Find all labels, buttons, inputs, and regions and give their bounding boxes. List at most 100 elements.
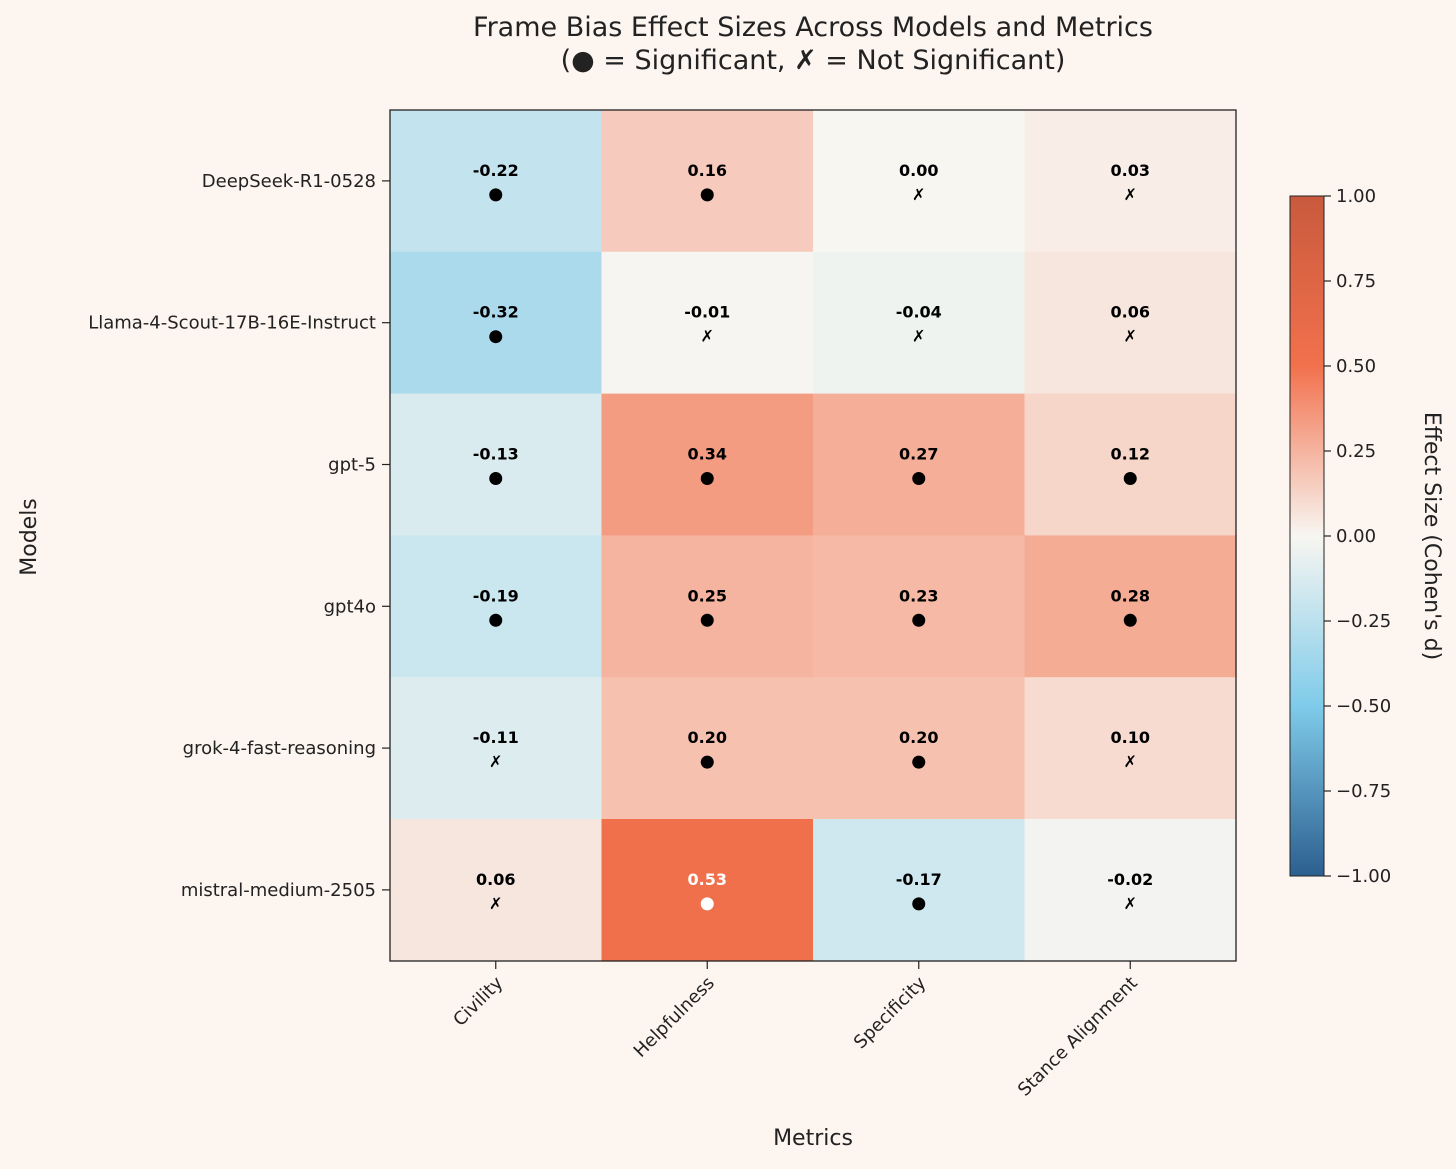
cell-value-label: -0.32 xyxy=(473,303,519,322)
heatmap-cell xyxy=(390,251,603,395)
plot-frame xyxy=(389,109,1237,962)
significant-marker xyxy=(700,188,714,202)
cell-value-label: -0.22 xyxy=(473,161,519,180)
significant-marker xyxy=(489,472,503,485)
cell-value-label: 0.53 xyxy=(688,870,727,889)
heatmap-cell xyxy=(1024,677,1237,820)
cell-value-label: 0.28 xyxy=(1111,586,1150,605)
x-tick-label: Stance Alignment xyxy=(1014,973,1142,1101)
colorbar-tick-label: −1.00 xyxy=(1336,866,1391,887)
colorbar-tick-label: −0.75 xyxy=(1336,781,1391,802)
heatmap-cell xyxy=(601,393,814,536)
heatmap-cell xyxy=(601,110,814,253)
colorbar-tick-label: −0.50 xyxy=(1336,696,1391,717)
significant-marker xyxy=(700,897,714,911)
significant-marker xyxy=(912,755,926,769)
heatmap-cell xyxy=(601,535,814,678)
cell-value-label: 0.06 xyxy=(1111,303,1150,322)
significant-marker xyxy=(700,755,714,769)
heatmap-cell xyxy=(813,819,1026,962)
not-significant-marker: ✗ xyxy=(912,327,925,346)
cell-value-label: 0.27 xyxy=(899,445,938,464)
not-significant-marker: ✗ xyxy=(1124,752,1137,771)
heatmap-cell xyxy=(390,535,603,678)
heatmap-cell xyxy=(1024,110,1237,253)
chart-title-line2: (● = Significant, ✗ = Not Significant) xyxy=(561,45,1066,76)
heatmap-cell xyxy=(1024,251,1237,395)
cell-value-label: -0.19 xyxy=(473,586,519,605)
significant-marker xyxy=(489,613,503,627)
cell-value-label: 0.12 xyxy=(1111,445,1150,464)
colorbar-tick-label: −0.25 xyxy=(1336,611,1391,632)
significant-marker xyxy=(489,188,503,202)
cell-value-label: -0.13 xyxy=(473,445,519,464)
colorbar-tick-label: 0.50 xyxy=(1336,356,1376,377)
heatmap-cell xyxy=(1024,393,1237,536)
not-significant-marker: ✗ xyxy=(701,327,714,346)
not-significant-marker: ✗ xyxy=(1124,185,1137,204)
y-tick-label: gpt4o xyxy=(324,596,376,617)
heatmap-cell xyxy=(813,393,1026,536)
colorbar-tick-label: 0.75 xyxy=(1336,271,1376,292)
x-axis-label: Metrics xyxy=(773,1126,853,1151)
heatmap-cell xyxy=(813,251,1026,395)
heatmap-cell xyxy=(390,819,603,962)
not-significant-marker: ✗ xyxy=(1124,327,1137,346)
y-tick-label: Llama-4-Scout-17B-16E-Instruct xyxy=(88,313,376,334)
significant-marker xyxy=(1123,613,1137,627)
heatmap-cell xyxy=(813,110,1026,253)
cell-value-label: -0.04 xyxy=(896,303,942,322)
significant-marker xyxy=(700,472,714,485)
colorbar-ticks: 1.00 0.75 0.50 0.25 0.00 −0.25 −0.50 −0.75 −1.00 xyxy=(1324,186,1391,887)
heatmap-cell xyxy=(390,110,603,253)
significant-marker xyxy=(912,472,926,485)
colorbar-tick-label: 0.25 xyxy=(1336,441,1376,462)
chart-title-line1: Frame Bias Effect Sizes Across Models an… xyxy=(473,12,1153,43)
not-significant-marker: ✗ xyxy=(1124,894,1137,913)
heatmap-cells xyxy=(390,110,1237,962)
cell-value-label: 0.00 xyxy=(899,161,938,180)
cell-value-label: 0.20 xyxy=(899,728,938,747)
significant-marker xyxy=(489,330,503,344)
cell-value-label: 0.10 xyxy=(1111,728,1150,747)
cell-value-label: -0.17 xyxy=(896,870,942,889)
y-tick-label: gpt-5 xyxy=(328,455,376,476)
cell-value-label: -0.11 xyxy=(473,728,519,747)
y-axis: DeepSeek-R1-0528 Llama-4-Scout-17B-16E-In… xyxy=(88,171,390,901)
y-tick-label: grok-4-fast-reasoning xyxy=(183,738,376,759)
heatmap-cell xyxy=(601,819,814,962)
heatmap-cell xyxy=(601,677,814,820)
significant-marker xyxy=(912,613,926,627)
y-tick-label: mistral-medium-2505 xyxy=(181,880,376,901)
heatmap-cell xyxy=(601,251,814,395)
heatmap-cell xyxy=(1024,819,1237,962)
cell-value-label: 0.25 xyxy=(688,586,727,605)
heatmap-cell xyxy=(1024,535,1237,678)
heatmap-cell xyxy=(813,535,1026,678)
x-tick-label: Helpfulness xyxy=(630,973,719,1062)
x-tick-label: Specificity xyxy=(850,972,931,1053)
cell-value-label: 0.16 xyxy=(688,161,727,180)
y-axis-label: Models xyxy=(17,498,42,576)
heatmap-cell xyxy=(390,677,603,820)
heatmap-cell xyxy=(813,677,1026,820)
not-significant-marker: ✗ xyxy=(912,185,925,204)
cell-value-label: 0.23 xyxy=(899,586,938,605)
not-significant-marker: ✗ xyxy=(489,752,502,771)
y-tick-label: DeepSeek-R1-0528 xyxy=(202,171,376,192)
colorbar-label: Effect Size (Cohen's d) xyxy=(1419,412,1444,660)
colorbar xyxy=(1289,195,1325,877)
cell-value-label: -0.02 xyxy=(1107,870,1153,889)
cell-value-label: 0.06 xyxy=(476,870,515,889)
significant-marker xyxy=(1123,472,1137,485)
cell-value-label: -0.01 xyxy=(684,303,730,322)
significant-marker xyxy=(700,613,714,627)
heatmap-cell xyxy=(390,393,603,536)
cell-value-label: 0.03 xyxy=(1111,161,1150,180)
cell-value-label: 0.34 xyxy=(688,445,727,464)
significant-marker xyxy=(912,897,926,911)
not-significant-marker: ✗ xyxy=(489,894,502,913)
x-axis: Civility Helpfulness Specificity Stance Ali… xyxy=(449,961,1142,1101)
